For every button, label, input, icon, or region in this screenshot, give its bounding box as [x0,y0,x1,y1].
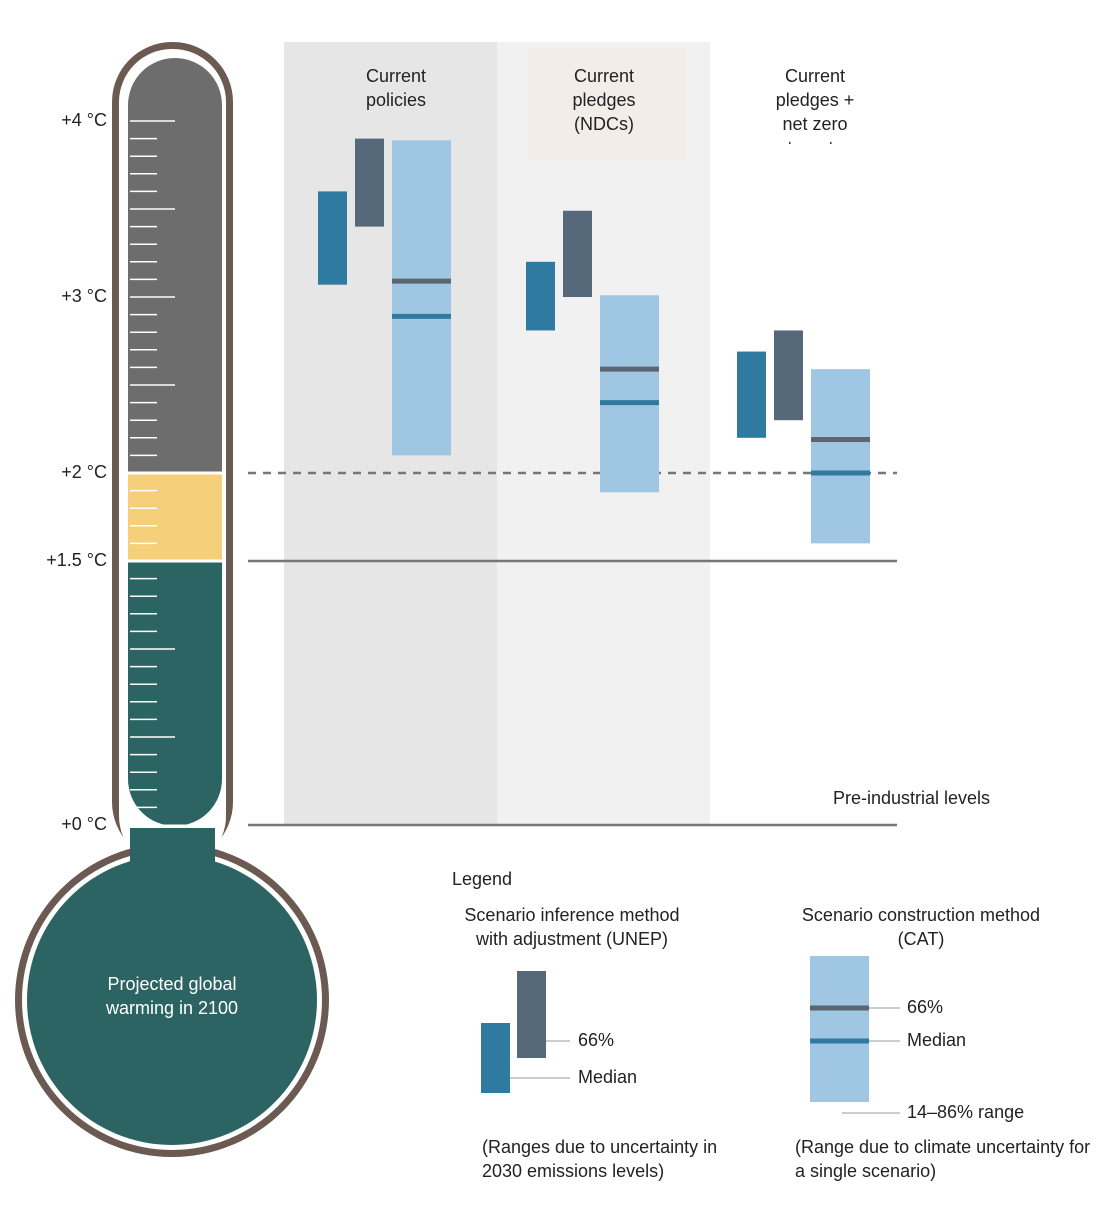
legend-label: 66% [578,1030,614,1050]
unep-range [318,191,347,285]
legend-note: (Range due to climate uncertainty for a … [795,1137,1091,1181]
unep-range [774,330,803,421]
cat-range [600,295,659,493]
legend-method: Scenario inference method with adjustmen… [464,905,680,949]
category-label-box: Current policies [365,66,427,110]
thermometer-zone [128,473,222,561]
category-label-box: Current pledges + net zero targets [775,66,855,144]
legend-title: Legend [452,869,512,889]
legend-label: Median [907,1030,966,1050]
y-tick-label: +3 °C [61,286,107,306]
legend-method-box: Scenario inference method with adjustmen… [464,905,680,949]
thermometer-tube [128,58,222,825]
y-tick-label: +4 °C [61,110,107,130]
legend-note-box: (Range due to climate uncertainty for a … [795,1137,1091,1181]
thermometer-label-box: Projected global warming in 2100 [105,974,239,1018]
thermometer-bulb [27,855,317,1145]
legend-swatch [810,956,869,1102]
category-label: Current pledges + net zero targets [775,66,855,144]
y-tick-label: +0 °C [61,814,107,834]
legend-label: 66% [907,997,943,1017]
cat-range [811,369,870,544]
unep-range [737,351,766,438]
unep-range [526,261,555,331]
y-tick-label: +1.5 °C [46,550,107,570]
legend-method: Scenario construction method (CAT) [801,905,1041,949]
category-label: Current policies [365,66,427,110]
category-label-box: Current pledges (NDCs) [572,66,636,134]
reference-label: Pre-industrial levels [833,788,990,808]
unep-range [563,210,592,297]
thermometer-zone [128,58,222,474]
thermometer-label: Projected global warming in 2100 [105,974,239,1018]
unep-range [355,138,384,227]
thermometer-zone [128,561,222,825]
legend-note: (Ranges due to uncertainty in 2030 emiss… [482,1137,718,1181]
cat-range [392,140,451,456]
legend-swatch [481,1023,510,1093]
label-box [527,48,687,160]
legend-label: Median [578,1067,637,1087]
legend-note-box: (Ranges due to uncertainty in 2030 emiss… [482,1137,718,1181]
category-label: Current pledges (NDCs) [572,66,636,134]
legend-swatch [517,971,546,1058]
thermometer-neck [130,828,215,888]
y-tick-label: +2 °C [61,462,107,482]
legend-label: 14–86% range [907,1102,1024,1122]
column-bg [284,42,497,825]
legend-method-box: Scenario construction method (CAT) [801,905,1041,949]
